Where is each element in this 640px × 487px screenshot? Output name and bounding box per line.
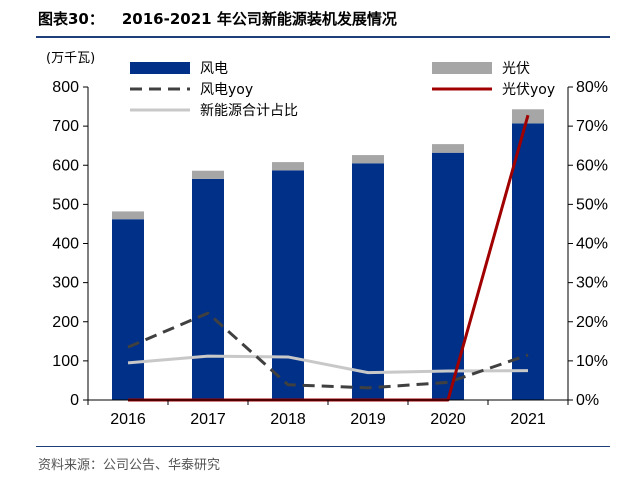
bar-solar-2016 [112, 211, 144, 220]
x-tick-label: 2016 [110, 411, 146, 428]
legend-solar-swatch [432, 62, 492, 74]
figure-number: 图表30： [38, 10, 104, 28]
legend-share: 新能源合计占比 [130, 103, 298, 119]
bar-wind-2016 [112, 219, 144, 400]
bar-solar-2019 [352, 155, 384, 164]
bar-solar-2020 [432, 144, 464, 153]
y-axis-unit: (万千瓦) [46, 51, 95, 66]
source-divider [36, 446, 610, 447]
y-tick-label-left: 700 [52, 118, 79, 135]
y-tick-label-right: 10% [576, 353, 608, 370]
legend-solar-yoy-label: 光伏yoy [502, 82, 555, 98]
bar-wind-2021 [512, 123, 544, 400]
bar-solar-2018 [272, 162, 304, 171]
y-tick-label-right: 60% [576, 157, 608, 174]
title-divider [36, 36, 610, 38]
y-tick-label-left: 300 [52, 275, 79, 292]
x-tick-label: 2021 [510, 411, 546, 428]
y-tick-label-right: 40% [576, 236, 608, 253]
y-tick-label-right: 20% [576, 314, 608, 331]
y-tick-label-right: 80% [576, 79, 608, 96]
bars [112, 109, 544, 400]
x-tick-label: 2017 [190, 411, 226, 428]
legend-solar: 光伏 [432, 61, 530, 77]
y-tick-label-left: 400 [52, 236, 79, 253]
figure-title: 图表30： 2016-2021 年公司新能源装机发展情况 [38, 8, 397, 29]
y-tick-label-left: 500 [52, 196, 79, 213]
y-tick-label-right: 50% [576, 196, 608, 213]
y-tick-label-left: 800 [52, 79, 79, 96]
legend-wind: 风电 [130, 61, 228, 77]
legend-wind-yoy: 风电yoy [130, 82, 253, 98]
wind-yoy-line [127, 311, 529, 390]
y-tick-label-left: 0 [70, 392, 79, 409]
source-note: 资料来源：公司公告、华泰研究 [38, 458, 221, 473]
bar-wind-2019 [352, 163, 384, 400]
bar-wind-2017 [192, 178, 224, 400]
lines [127, 114, 530, 402]
legend-solar-label: 光伏 [502, 61, 530, 77]
axes: 0 100 200 300 400 500 600 700 800 0% 10% 20% 30% 40% 5… [52, 79, 608, 428]
y-tick-label-right: 30% [576, 275, 608, 292]
y-tick-label-right: 0% [576, 392, 599, 409]
legend-wind-label: 风电 [200, 61, 228, 77]
y-tick-label-left: 600 [52, 157, 79, 174]
y-tick-label-right: 70% [576, 118, 608, 135]
figure-title-text: 2016-2021 年公司新能源装机发展情况 [121, 10, 397, 28]
legend-wind-swatch [130, 62, 190, 74]
share-line [127, 354, 529, 375]
legend-wind-yoy-label: 风电yoy [200, 82, 253, 98]
y-tick-label-left: 200 [52, 314, 79, 331]
legend-solar-yoy: 光伏yoy [432, 82, 555, 98]
x-tick-label: 2019 [350, 411, 386, 428]
bar-wind-2018 [272, 170, 304, 400]
x-tick-label: 2018 [270, 411, 306, 428]
y-tick-label-left: 100 [52, 353, 79, 370]
bar-solar-2017 [192, 170, 224, 179]
x-tick-label: 2020 [430, 411, 466, 428]
legend-share-label: 新能源合计占比 [200, 103, 298, 119]
